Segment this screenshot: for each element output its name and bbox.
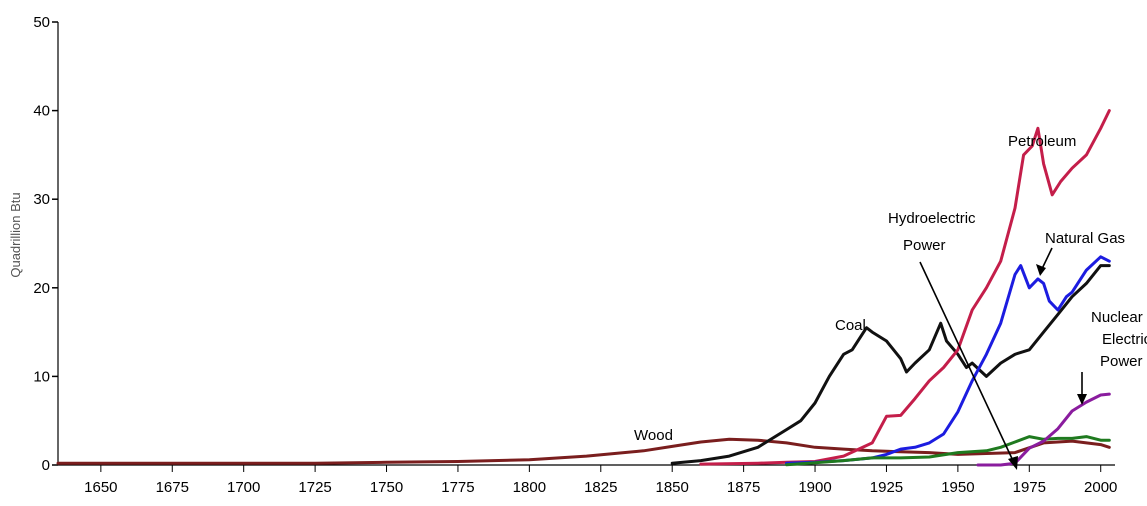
x-tick-label: 1750 [370,479,403,496]
annotation-coal: Coal [835,317,866,334]
nuclear-arrowhead [1077,394,1087,405]
y-axis: 0 10 20 30 40 50 [33,14,59,474]
y-tick-label: 20 [33,280,50,297]
annotation-wood: Wood [634,427,673,444]
y-axis-label: Quadrillion Btu [8,192,23,277]
y-tick-label: 0 [42,457,50,474]
x-tick-label: 1875 [727,479,760,496]
annotation-nuclear-line2: Electric [1102,331,1147,348]
annotation-hydroelectric-line1: Hydroelectric [888,210,976,227]
x-axis: 1650 1675 1700 1725 1750 1775 1800 1825 1850 1875… [58,464,1117,496]
x-tick-label: 1650 [84,479,117,496]
label-layer: Petroleum Natural Gas Hydroelectric Powe… [634,133,1147,444]
x-tick-label: 1925 [870,479,903,496]
series-line-coal [670,264,1111,465]
series-line-petroleum [699,109,1111,466]
series-line-nuclear-electric-power [976,392,1111,467]
x-tick-label: 1675 [156,479,189,496]
annotation-hydroelectric-line2: Power [903,237,946,254]
x-tick-label: 1825 [584,479,617,496]
annotation-petroleum: Petroleum [1008,133,1076,150]
x-tick-label: 1900 [798,479,831,496]
natural-gas-arrowhead [1036,264,1046,276]
y-tick-label: 30 [33,191,50,208]
y-tick-label: 50 [33,14,50,31]
x-tick-label: 1950 [941,479,974,496]
x-tick-label: 1850 [656,479,689,496]
annotation-layer [919,247,1087,470]
x-tick-label: 1975 [1013,479,1046,496]
series-layer [56,109,1111,467]
hydroelectric-arrowhead [1008,456,1018,470]
hydroelectric-arrow [919,261,1016,466]
x-tick-label: 1775 [441,479,474,496]
series-line-hydroelectric-power [785,435,1111,467]
annotation-natural-gas: Natural Gas [1045,230,1125,247]
x-tick-label: 1700 [227,479,260,496]
series-line-wood [56,437,1111,465]
annotation-nuclear-line1: Nuclear [1091,309,1143,326]
x-tick-label: 1725 [298,479,331,496]
annotation-nuclear-line3: Power [1100,353,1143,370]
y-tick-label: 10 [33,368,50,385]
x-tick-label: 1800 [513,479,546,496]
x-tick-label: 2000 [1084,479,1117,496]
series-line-natural-gas [785,255,1111,465]
y-tick-label: 40 [33,103,50,120]
